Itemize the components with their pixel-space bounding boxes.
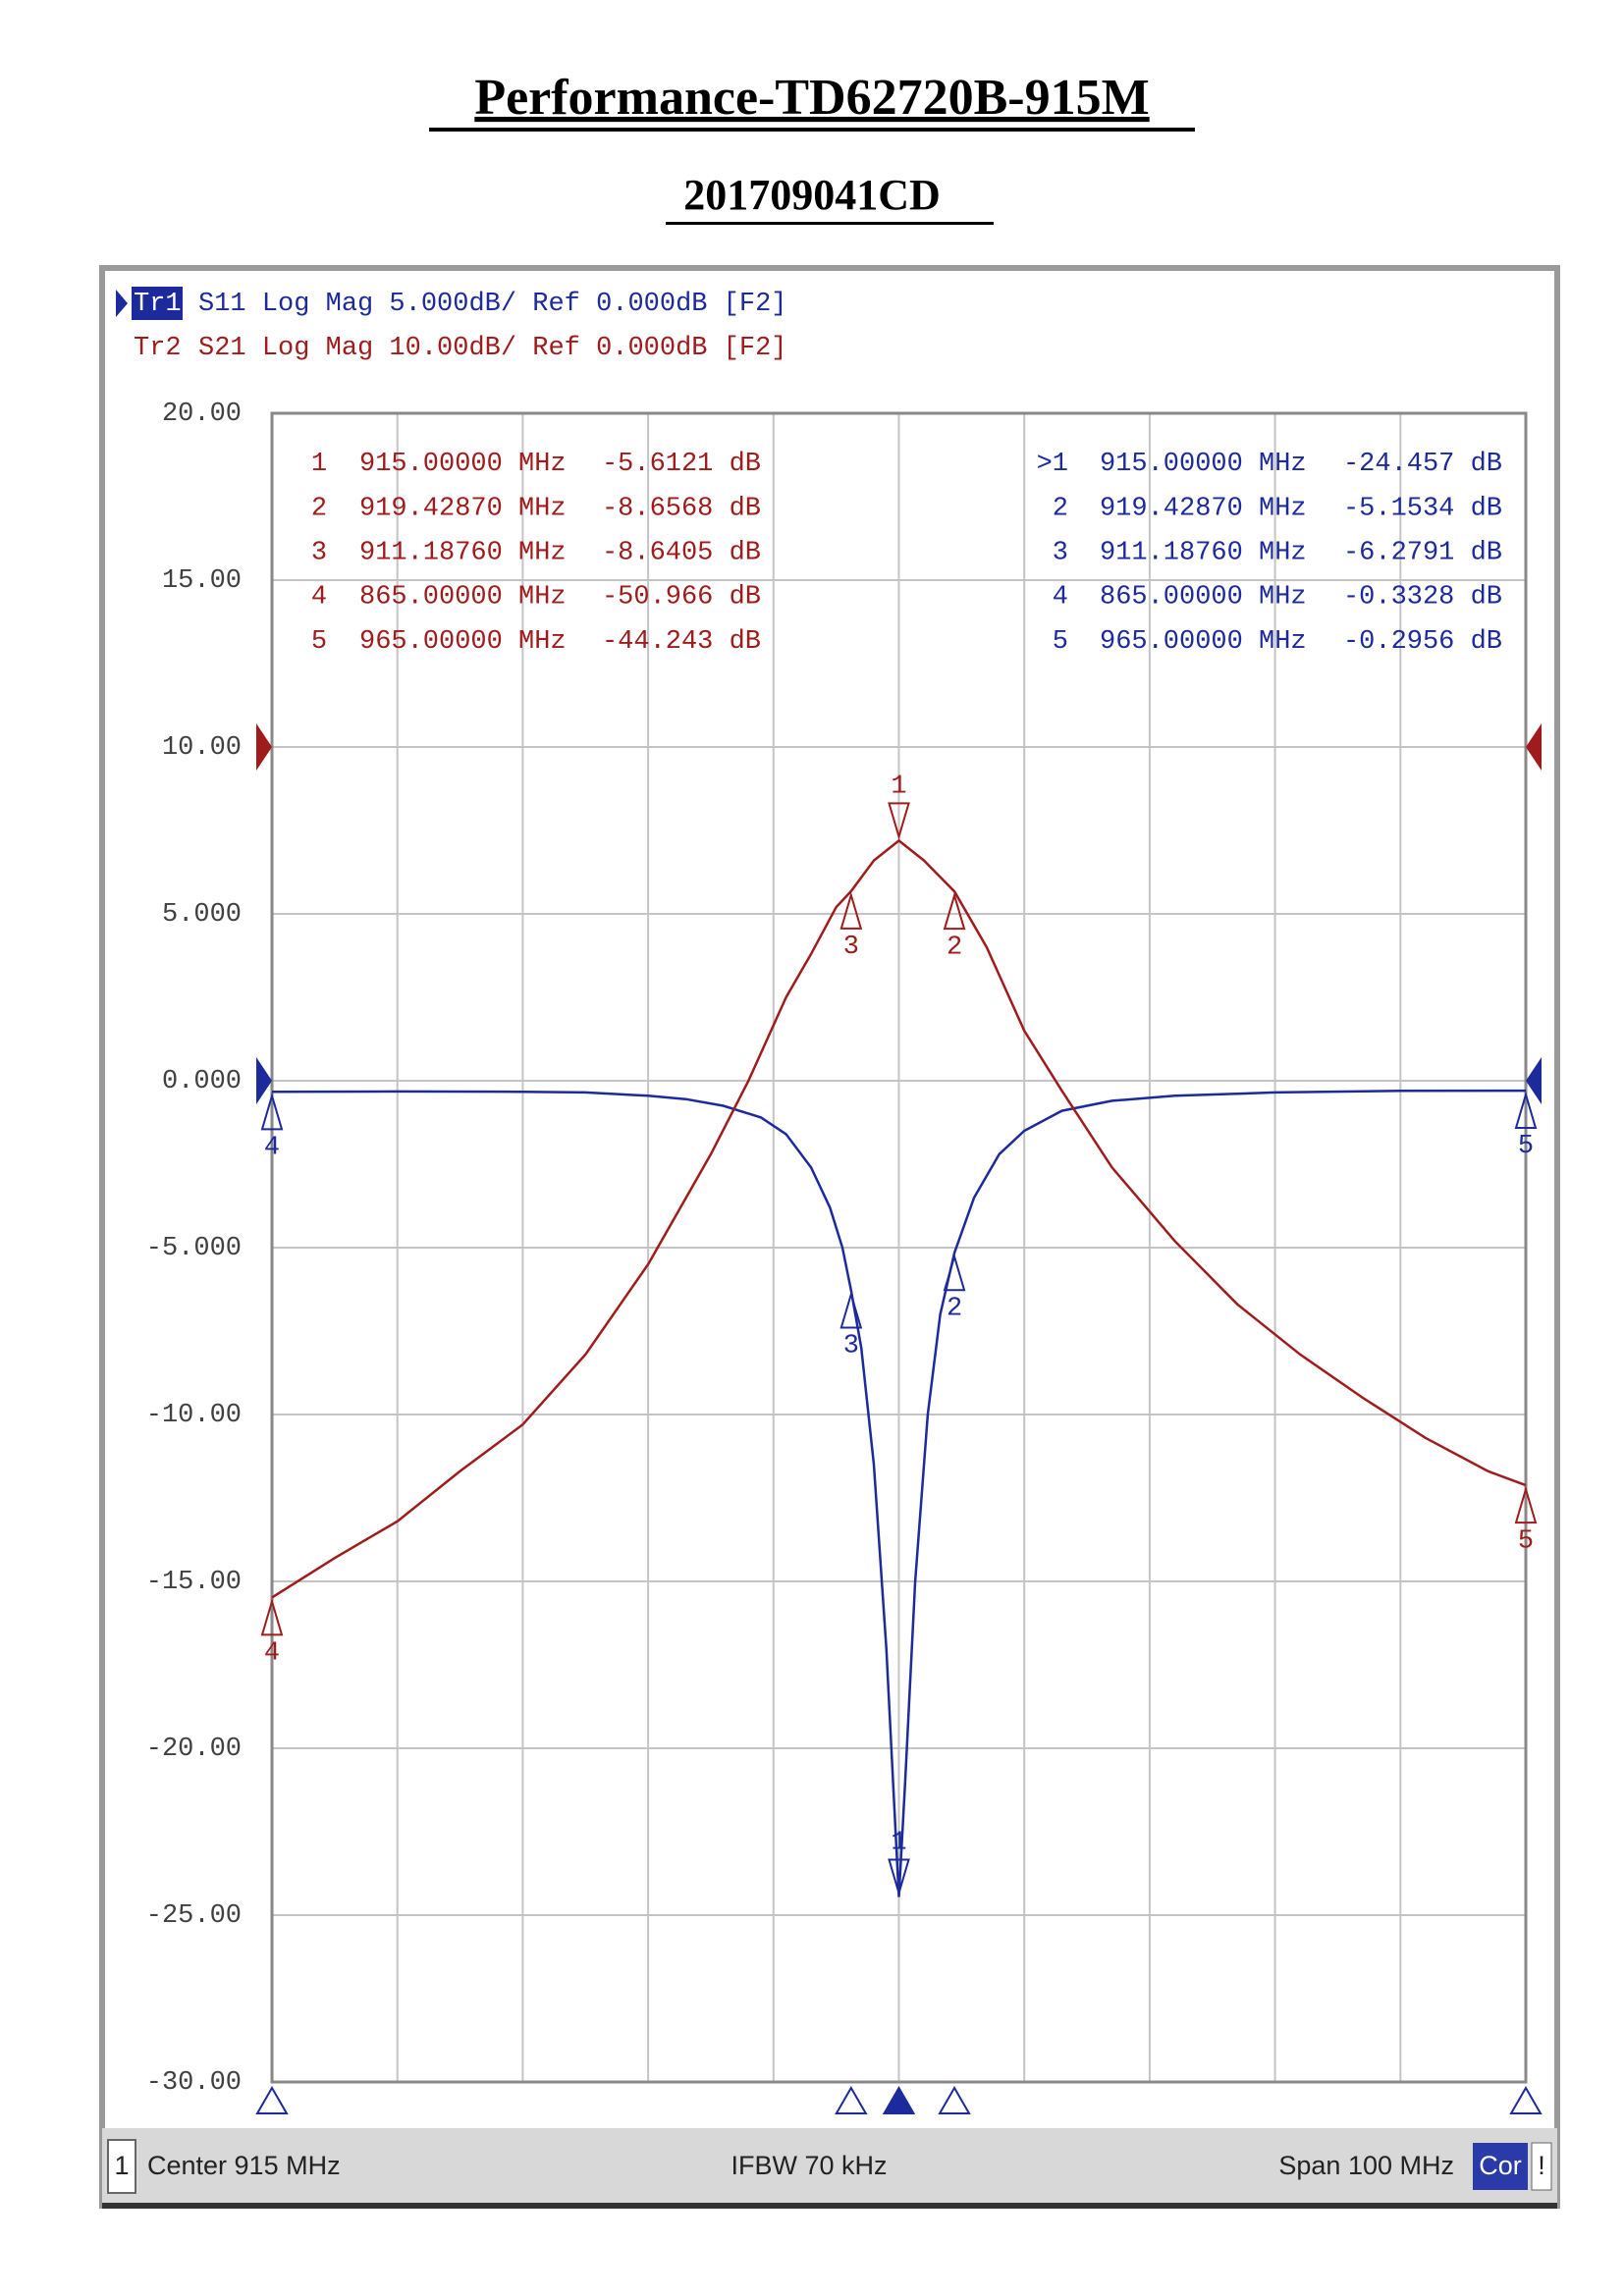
marker-triangle (260, 1597, 284, 1636)
marker-table-id: 5 (1053, 627, 1068, 657)
marker-strip-triangle (255, 2085, 289, 2114)
status-bar (102, 2128, 1557, 2206)
marker-triangle (1514, 1485, 1538, 1524)
marker-table-value: -5.6121 dB (602, 450, 761, 479)
y-tick-label: -15.00 (146, 1568, 242, 1597)
marker-table-freq: 865.00000 MHz (359, 583, 567, 613)
marker-id: 4 (264, 1133, 280, 1162)
marker-strip-triangle (835, 2085, 868, 2114)
y-tick-label: -30.00 (146, 2068, 242, 2098)
y-tick-label: 0.000 (162, 1067, 242, 1096)
marker-table-value: -50.966 dB (602, 583, 761, 613)
marker-table-id: 4 (1053, 583, 1068, 613)
marker-table-id: 3 (311, 539, 327, 568)
marker-id: 3 (843, 933, 859, 962)
marker-table-value: -24.457 dB (1343, 450, 1502, 479)
marker-table-id: 5 (311, 627, 327, 657)
y-tick-label: 20.00 (162, 400, 242, 429)
marker-table-value: -0.2956 dB (1343, 627, 1502, 657)
trace-line (271, 1089, 1527, 1897)
trace-line (271, 838, 1527, 1599)
flag: ! (1538, 2151, 1545, 2180)
marker-id: 2 (947, 1294, 962, 1323)
marker-table-id: 2 (311, 494, 327, 523)
marker-table-freq: 965.00000 MHz (359, 627, 567, 657)
marker-table-freq: 915.00000 MHz (359, 450, 567, 479)
trace-name: Tr2 (134, 334, 182, 363)
marker-triangle (943, 891, 966, 931)
marker-triangle (888, 1858, 910, 1897)
marker-table-freq: 911.18760 MHz (1100, 539, 1307, 568)
marker-id: 5 (1518, 1526, 1534, 1556)
active-trace-box (132, 287, 183, 320)
trace-name: Tr1 (134, 290, 182, 319)
marker-strip-triangle (882, 2085, 916, 2114)
marker-id: 2 (947, 933, 962, 962)
channel: 1 (114, 2151, 129, 2180)
marker-id: 5 (1518, 1132, 1534, 1161)
marker-table-freq: 865.00000 MHz (1100, 583, 1307, 613)
marker-table-freq: 919.42870 MHz (1100, 494, 1307, 523)
subtitle-underline (666, 222, 994, 225)
marker-id: 1 (891, 773, 906, 802)
ifbw: IFBW 70 kHz (731, 2151, 887, 2180)
y-tick-label: 15.00 (162, 566, 242, 596)
center: Center 915 MHz (147, 2151, 341, 2180)
marker-id: 4 (264, 1639, 280, 1669)
subtitle: 201709041CD (683, 171, 941, 219)
marker-table-id: 4 (311, 583, 327, 613)
y-tick-label: -10.00 (146, 1401, 242, 1430)
y-tick-label: 10.00 (162, 733, 242, 763)
marker-table-id: 2 (1053, 494, 1068, 523)
marker-id: 3 (843, 1332, 859, 1362)
marker-table-value: -8.6568 dB (602, 494, 761, 523)
marker-strip-triangle (938, 2085, 971, 2114)
ref-marker-right (1526, 723, 1542, 771)
marker-triangle (839, 891, 863, 930)
marker-table-value: -44.243 dB (602, 627, 761, 657)
marker-triangle (839, 1290, 863, 1329)
flag-box (1531, 2142, 1552, 2191)
plot-border (270, 411, 1528, 2084)
title-underline (429, 128, 1195, 132)
marker-id: 1 (891, 1829, 906, 1858)
marker-triangle (260, 1092, 284, 1131)
marker-table-freq: 911.18760 MHz (359, 539, 567, 568)
marker-table-id: 1 (311, 450, 327, 479)
ref-marker-left (256, 1057, 272, 1104)
marker-table-freq: 915.00000 MHz (1100, 450, 1307, 479)
cor: Cor (1479, 2151, 1522, 2180)
marker-triangle (943, 1253, 966, 1292)
status-bottom (102, 2203, 1557, 2209)
cor-box (1473, 2143, 1528, 2190)
active-trace-arrow (116, 290, 128, 317)
marker-table-value: -6.2791 dB (1343, 539, 1502, 568)
marker-table-freq: 919.42870 MHz (359, 494, 567, 523)
marker-table-freq: 965.00000 MHz (1100, 627, 1307, 657)
screen-frame (99, 265, 1560, 2209)
marker-triangle (1514, 1091, 1538, 1130)
marker-table-value: -8.6405 dB (602, 539, 761, 568)
trace-label: S11 Log Mag 5.000dB/ Ref 0.000dB [F2] (198, 290, 787, 319)
ref-marker-left (256, 723, 272, 771)
marker-table-id: 3 (1053, 539, 1068, 568)
trace-label: S21 Log Mag 10.00dB/ Ref 0.000dB [F2] (198, 334, 787, 363)
y-tick-label: -25.00 (146, 1901, 242, 1931)
marker-strip-triangle (1509, 2085, 1543, 2114)
span: Span 100 MHz (1278, 2151, 1454, 2180)
marker-triangle (888, 802, 910, 840)
title: Performance-TD62720B-915M (474, 70, 1149, 126)
channel-box (107, 2139, 136, 2194)
marker-table-id: >1 (1037, 450, 1068, 479)
ref-marker-right (1526, 1057, 1542, 1104)
y-tick-label: -20.00 (146, 1735, 242, 1764)
y-tick-label: 5.000 (162, 900, 242, 930)
marker-table-value: -0.3328 dB (1343, 583, 1502, 613)
marker-table-value: -5.1534 dB (1343, 494, 1502, 523)
y-tick-label: -5.000 (146, 1234, 242, 1263)
